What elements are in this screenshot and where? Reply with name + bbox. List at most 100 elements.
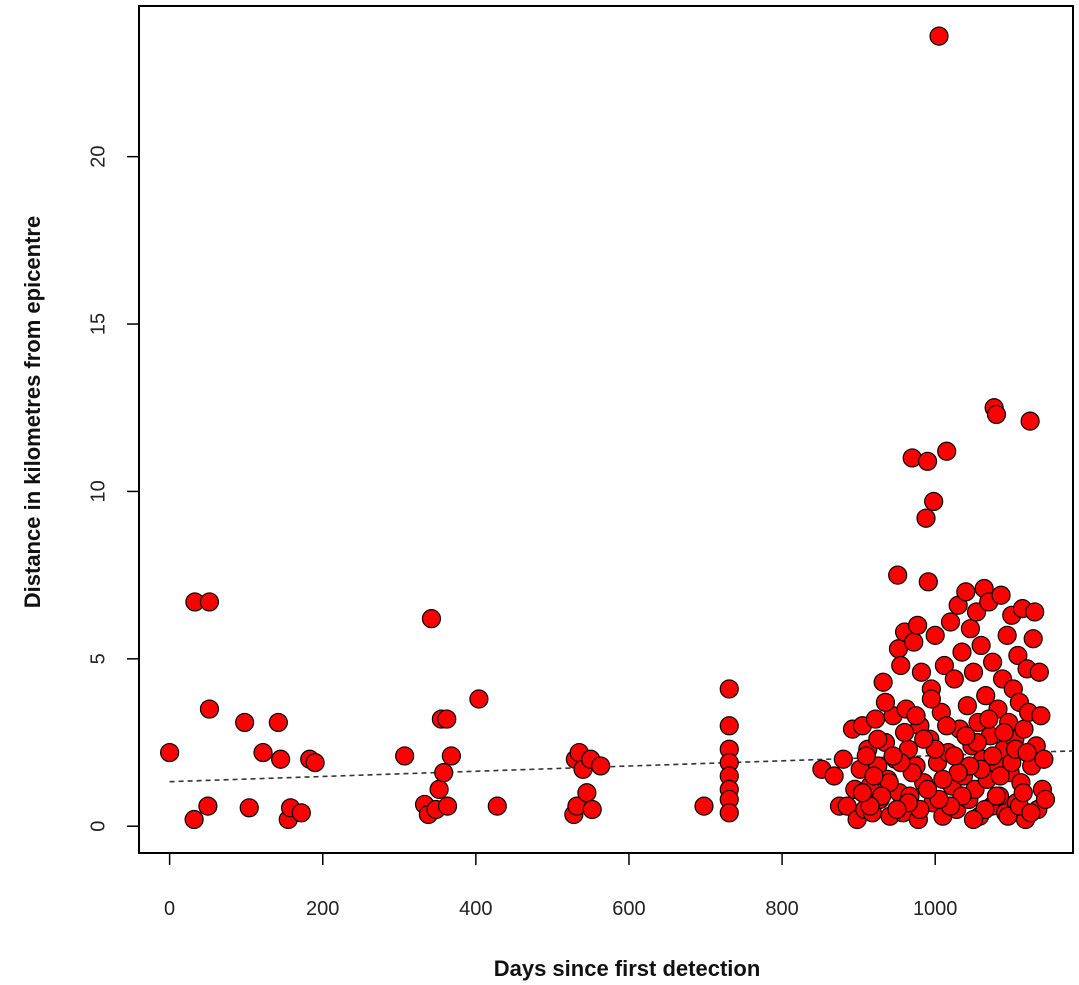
y-tick-label: 20 xyxy=(87,146,109,168)
data-point xyxy=(917,451,938,471)
data-point xyxy=(239,798,259,818)
data-point xyxy=(1021,803,1041,823)
data-point xyxy=(487,796,507,816)
data-point xyxy=(957,696,977,716)
data-point xyxy=(894,722,915,743)
data-point xyxy=(198,796,218,816)
data-point xyxy=(1008,645,1028,666)
data-point xyxy=(956,582,976,602)
data-point xyxy=(883,746,903,766)
data-point xyxy=(921,689,941,709)
data-point xyxy=(1035,789,1056,810)
data-point xyxy=(911,662,932,682)
y-axis-title: Distance in kilometres from epicentre xyxy=(20,216,45,608)
data-point xyxy=(906,706,926,726)
data-point xyxy=(907,615,928,635)
data-point xyxy=(160,742,180,763)
data-point xyxy=(694,796,714,816)
data-point xyxy=(976,686,996,706)
data-point xyxy=(1017,742,1037,763)
data-point xyxy=(875,692,896,712)
data-point xyxy=(924,491,944,512)
data-point xyxy=(944,669,964,689)
data-point xyxy=(937,441,957,461)
data-point xyxy=(1029,662,1049,682)
data-point xyxy=(441,746,461,766)
data-point xyxy=(437,709,457,729)
x-tick-label: 600 xyxy=(612,898,645,920)
y-tick-label: 15 xyxy=(87,313,109,335)
y-tick-label: 5 xyxy=(87,653,109,664)
data-point xyxy=(1020,411,1040,431)
data-point xyxy=(983,652,1003,672)
data-point xyxy=(994,722,1014,743)
data-point xyxy=(916,508,936,528)
data-point xyxy=(291,803,311,823)
data-point xyxy=(253,742,273,763)
data-point xyxy=(852,783,873,803)
data-point xyxy=(833,749,853,769)
data-point xyxy=(925,625,945,645)
data-point xyxy=(952,642,972,662)
data-point xyxy=(184,809,204,830)
x-tick-label: 1000 xyxy=(913,898,958,920)
data-point xyxy=(937,716,957,736)
data-point xyxy=(469,689,489,709)
data-point xyxy=(1034,749,1054,769)
data-point xyxy=(997,625,1017,645)
data-point xyxy=(873,672,893,692)
x-tick-label: 400 xyxy=(459,898,492,920)
data-point xyxy=(199,592,220,612)
data-point xyxy=(933,769,953,789)
data-point xyxy=(960,619,981,639)
data-point xyxy=(719,679,739,699)
data-point xyxy=(421,609,442,629)
y-axis: 0 5 10 15 20 xyxy=(87,146,140,832)
data-point xyxy=(934,655,954,676)
data-point xyxy=(918,572,938,592)
data-point xyxy=(1031,706,1051,726)
y-tick-label: 0 xyxy=(87,821,109,832)
data-points xyxy=(160,26,1056,830)
data-point xyxy=(868,729,888,749)
data-point xyxy=(983,746,1003,766)
data-point xyxy=(591,756,611,776)
trend-line xyxy=(169,750,1074,783)
data-point xyxy=(986,404,1007,425)
data-point xyxy=(888,565,908,585)
data-point xyxy=(577,783,597,803)
x-axis: 0 200 400 600 800 1000 xyxy=(164,852,958,920)
data-point xyxy=(979,709,999,729)
data-point xyxy=(429,779,449,799)
data-point xyxy=(914,729,934,749)
x-axis-title: Days since first detection xyxy=(494,956,761,981)
data-point xyxy=(199,699,220,719)
data-point xyxy=(395,746,415,766)
data-point xyxy=(940,612,961,632)
data-point xyxy=(986,786,1007,806)
data-point xyxy=(864,766,884,786)
data-point xyxy=(305,753,325,773)
data-point xyxy=(929,26,949,46)
data-point xyxy=(963,662,984,682)
data-point xyxy=(235,712,255,733)
data-point xyxy=(956,726,976,746)
data-point xyxy=(1023,629,1043,649)
data-point xyxy=(887,799,907,820)
data-point xyxy=(891,655,911,676)
data-point xyxy=(434,763,454,783)
data-point xyxy=(582,799,602,820)
data-point xyxy=(824,766,844,786)
x-tick-label: 800 xyxy=(765,898,798,920)
data-point xyxy=(1025,602,1045,622)
data-point xyxy=(971,635,991,656)
data-point xyxy=(437,796,458,816)
data-point xyxy=(963,809,984,830)
x-tick-label: 200 xyxy=(306,898,339,920)
data-point xyxy=(271,749,291,769)
data-point xyxy=(268,712,288,733)
data-point xyxy=(1013,783,1033,803)
data-point xyxy=(991,585,1011,605)
data-point xyxy=(944,746,964,766)
